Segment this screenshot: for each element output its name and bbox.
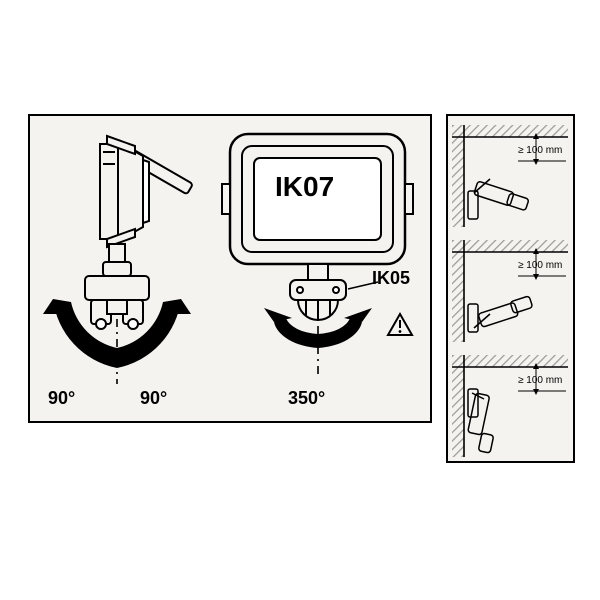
angle-left-label: 90° bbox=[48, 388, 75, 409]
clearance-text-2: ≥ 100 mm bbox=[518, 260, 562, 271]
mount-pos-1: ≥ 100 mm bbox=[452, 125, 568, 227]
diagram-canvas: IK07 IK05 90° 90° 350° bbox=[0, 0, 600, 600]
ik07-label: IK07 bbox=[275, 171, 334, 203]
mount-pos-3: ≥ 100 mm bbox=[452, 355, 568, 457]
rotation-label: 350° bbox=[288, 388, 325, 409]
side-panel: ≥ 100 mm ≥ 100 mm bbox=[446, 114, 575, 463]
clearance-text-3: ≥ 100 mm bbox=[518, 375, 562, 386]
clearance-text-1: ≥ 100 mm bbox=[518, 145, 562, 156]
warning-icon bbox=[388, 314, 412, 335]
main-panel: IK07 IK05 90° 90° 350° bbox=[28, 114, 432, 423]
side-panel-svg: ≥ 100 mm ≥ 100 mm bbox=[448, 116, 573, 461]
angle-right-label: 90° bbox=[140, 388, 167, 409]
side-view-group bbox=[43, 136, 193, 384]
mount-pos-2: ≥ 100 mm bbox=[452, 240, 568, 342]
main-panel-svg bbox=[30, 116, 430, 421]
ik05-label: IK05 bbox=[372, 268, 410, 289]
